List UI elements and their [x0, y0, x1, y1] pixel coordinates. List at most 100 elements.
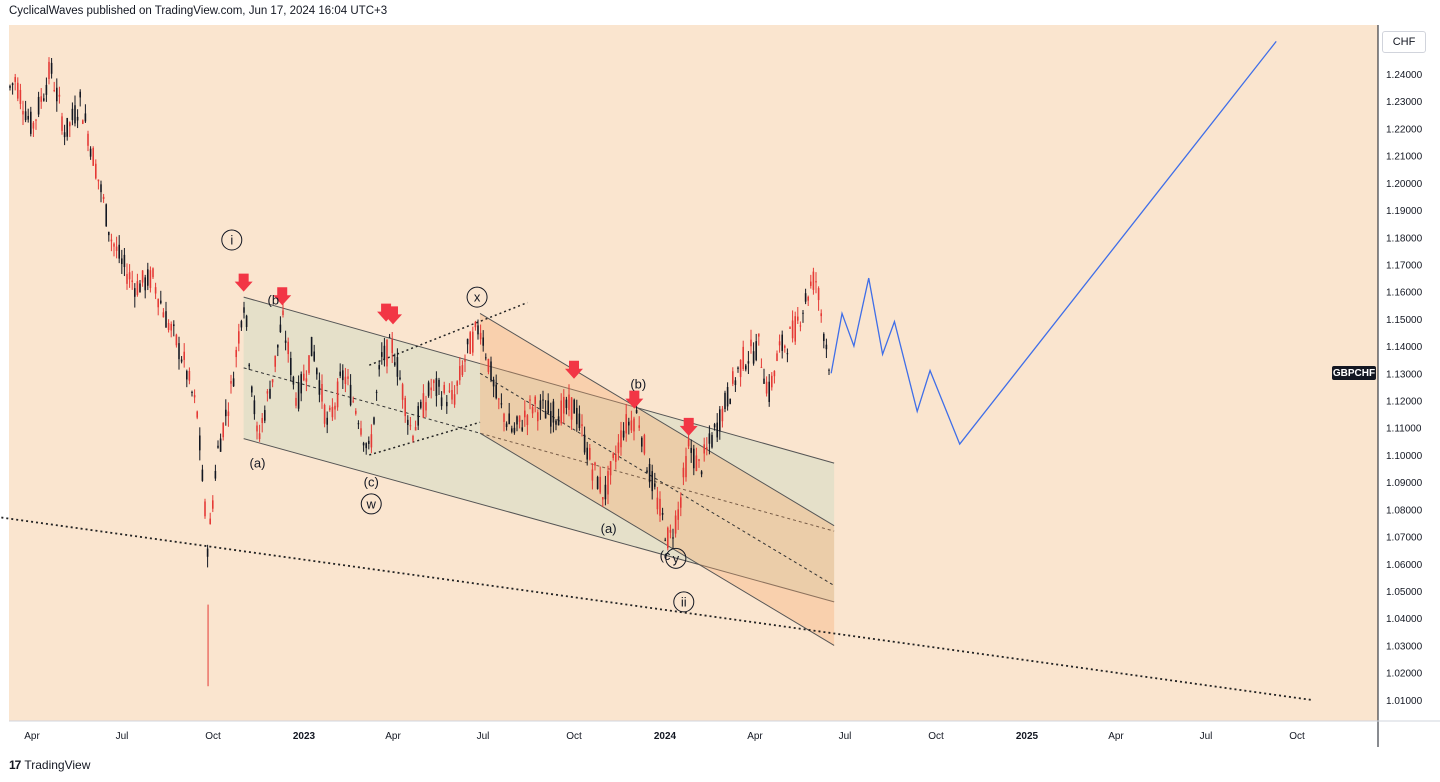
x-tick-label: Apr	[385, 731, 401, 742]
y-tick-label: 1.13000	[1386, 369, 1423, 380]
wave-label: (b	[268, 292, 280, 307]
candle-body	[251, 386, 253, 393]
candle-body	[84, 113, 87, 122]
candle-body	[737, 367, 739, 370]
candle-body	[147, 269, 149, 286]
candle-body	[747, 361, 750, 364]
y-tick-label: 1.15000	[1386, 315, 1423, 326]
candle-body	[217, 445, 219, 448]
candle-body	[69, 122, 71, 127]
candle-body	[396, 357, 399, 377]
candle-body	[490, 361, 492, 381]
candle-body	[388, 336, 391, 338]
candle-body	[539, 400, 542, 410]
y-tick-label: 1.19000	[1386, 206, 1423, 217]
candle-body	[256, 425, 258, 432]
candle-body	[349, 384, 352, 406]
candle-body	[560, 400, 562, 424]
candle-body	[9, 85, 11, 88]
candle-body	[66, 117, 68, 137]
candle-body	[191, 391, 193, 393]
candle-body	[755, 341, 757, 361]
sell-arrow-icon	[234, 273, 253, 292]
x-wave-upper-dotted	[368, 301, 528, 366]
candle-body	[173, 324, 175, 327]
candle-body	[206, 548, 209, 557]
candle-body	[529, 399, 531, 401]
candle-body	[700, 471, 703, 475]
y-tick-label: 1.01000	[1386, 696, 1423, 707]
candle-body	[698, 459, 700, 461]
candle-body	[641, 437, 643, 447]
candle-body	[417, 406, 419, 426]
candle-body	[784, 345, 786, 348]
y-tick-label: 1.06000	[1386, 560, 1423, 571]
candle-body	[63, 132, 66, 138]
candle-body	[586, 447, 588, 460]
candle-body	[573, 399, 575, 414]
candle-body	[308, 355, 310, 373]
wave-label-circle	[466, 286, 488, 308]
candle-body	[643, 434, 646, 454]
main-channel-lower	[243, 438, 835, 603]
candle-body	[352, 400, 354, 402]
candle-body	[804, 293, 807, 302]
candle-body	[160, 300, 162, 304]
candle-body	[438, 379, 440, 387]
y-tick-label: 1.02000	[1386, 669, 1423, 680]
candle-body	[719, 409, 721, 432]
candle-body	[516, 416, 518, 425]
wave-label: ii	[681, 594, 687, 609]
candle-body	[58, 94, 61, 97]
y-tick-label: 1.10000	[1386, 451, 1423, 462]
candle-body	[188, 371, 191, 381]
candle-body	[261, 418, 263, 424]
wave-label: y	[673, 551, 680, 566]
candle-body	[230, 381, 232, 384]
candle-body	[212, 500, 214, 509]
candle-body	[82, 120, 84, 124]
candle-body	[336, 381, 339, 408]
candle-body	[576, 407, 578, 425]
candle-body	[534, 396, 536, 405]
candle-body	[74, 105, 76, 124]
candle-body	[321, 384, 323, 402]
currency-label[interactable]: CHF	[1382, 31, 1426, 53]
x-tick-label: Oct	[928, 731, 944, 742]
candle-body	[448, 390, 451, 392]
x-tick-label: Apr	[1108, 731, 1124, 742]
candle-body	[810, 281, 812, 286]
candle-body	[768, 381, 770, 402]
candle-body	[542, 399, 544, 401]
wave-label: (a)	[601, 521, 617, 536]
main-channel-upper	[243, 296, 835, 464]
candle-body	[656, 497, 659, 510]
candle-body	[781, 334, 783, 351]
candle-body	[526, 415, 529, 426]
wave-label: (c	[660, 548, 671, 563]
y-tick-label: 1.14000	[1386, 342, 1423, 353]
candle-body	[375, 391, 378, 393]
candle-body	[799, 325, 802, 327]
candle-body	[825, 344, 828, 350]
y-tick-label: 1.20000	[1386, 179, 1423, 190]
candle-body	[115, 246, 118, 251]
candle-body	[331, 406, 334, 418]
candle-body	[687, 439, 690, 447]
candle-body	[27, 115, 29, 120]
y-tick-label: 1.11000	[1386, 424, 1422, 435]
candle-body	[342, 370, 344, 381]
candle-body	[219, 438, 222, 452]
candle-body	[620, 430, 622, 448]
candle-body	[667, 527, 669, 549]
long-support-dotted	[1, 516, 1311, 701]
candle-body	[617, 442, 620, 454]
candle-body	[654, 483, 656, 487]
candle-body	[32, 122, 35, 129]
candle-body	[61, 116, 63, 131]
candle-body	[165, 311, 167, 328]
candle-body	[492, 379, 495, 387]
candle-body	[651, 471, 653, 492]
candle-body	[435, 378, 438, 397]
